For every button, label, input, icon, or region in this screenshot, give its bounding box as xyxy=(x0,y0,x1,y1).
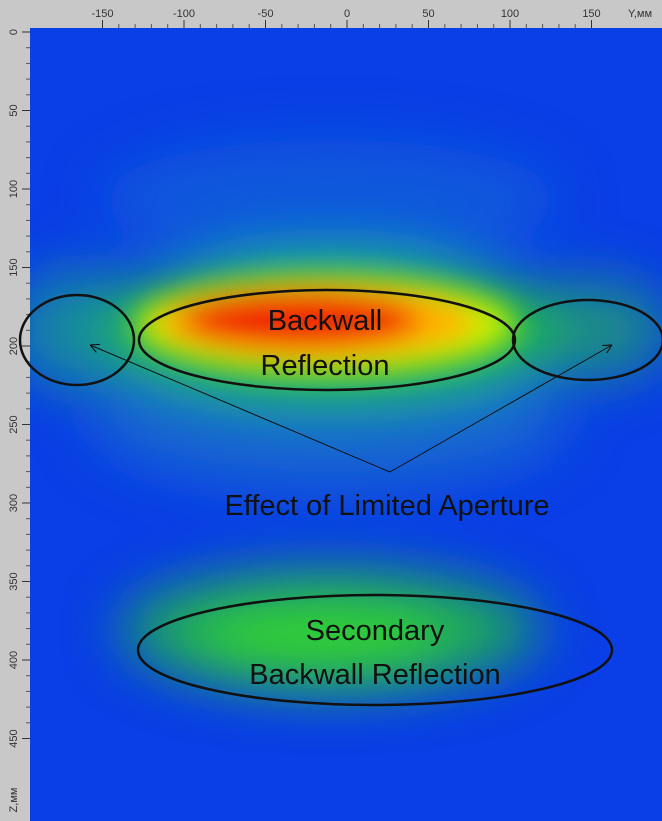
ellipse xyxy=(137,288,517,392)
arrow xyxy=(389,345,612,473)
annotation: Backwall xyxy=(268,305,382,337)
ruler-marks: -150 -100 -50 0 50 100 150 Y,мм 0 50 100 150 200 250 3… xyxy=(8,8,652,812)
circle xyxy=(18,293,136,387)
highlight-shapes xyxy=(18,288,662,707)
tick-label: 200 xyxy=(8,337,20,355)
arrow xyxy=(90,345,391,473)
ellipse xyxy=(136,593,614,707)
annotation: Secondary xyxy=(306,615,445,647)
tick-label: 50 xyxy=(8,104,20,116)
vertical-ruler xyxy=(0,0,30,821)
axis-label: Y,мм xyxy=(628,8,652,20)
tick-label: 250 xyxy=(8,415,20,433)
tick-label: 350 xyxy=(8,572,20,590)
tick-label: 150 xyxy=(8,258,20,276)
tick-label: 0 xyxy=(344,8,350,20)
tick-label: -100 xyxy=(173,8,195,20)
tick-label: 400 xyxy=(8,651,20,669)
tick-label: 0 xyxy=(8,29,20,35)
tick-label: 150 xyxy=(582,8,600,20)
tick-label: -150 xyxy=(91,8,113,20)
tick-label: 300 xyxy=(8,494,20,512)
arrows xyxy=(90,345,612,473)
tick-label: 100 xyxy=(8,180,20,198)
horizontal-ruler xyxy=(0,0,662,28)
axis-label: Z,мм xyxy=(8,788,20,813)
ellipse xyxy=(511,298,662,382)
tick-label: 450 xyxy=(8,729,20,747)
tick-label: 100 xyxy=(501,8,519,20)
tick-label: -50 xyxy=(258,8,274,20)
tick-label: 50 xyxy=(422,8,434,20)
annotation: Effect of Limited Aperture xyxy=(224,490,549,522)
annotation: Backwall Reflection xyxy=(249,659,500,691)
annotation: Reflection xyxy=(261,350,390,382)
heatmap xyxy=(30,28,662,821)
